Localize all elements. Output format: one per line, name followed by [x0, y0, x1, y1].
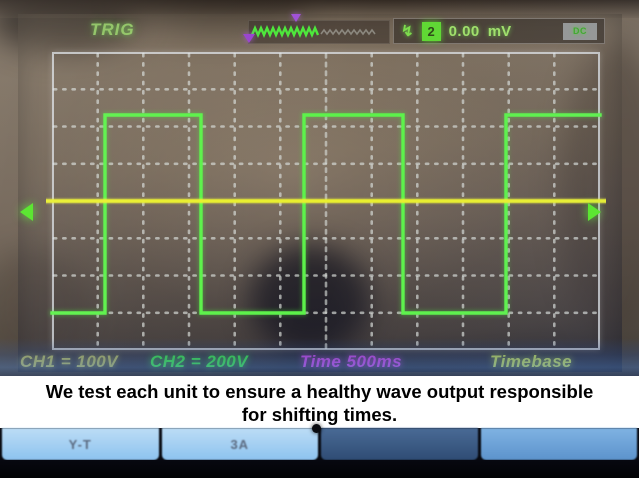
- scope-readout-bar: CH1 = 100V CH2 = 200V Time 500ms Timebas…: [0, 350, 639, 378]
- trigger-pointer-icon: [243, 34, 255, 43]
- ground-marker-right-icon[interactable]: [588, 203, 601, 221]
- trigger-level-value: 0.00: [448, 22, 480, 40]
- waveform-canvas[interactable]: [46, 52, 606, 350]
- timebase-readout: Timebase: [490, 352, 573, 371]
- trigger-status-label: TRIG: [90, 20, 135, 39]
- time-readout: Time 500ms: [300, 352, 403, 371]
- softkey-2[interactable]: 3A: [161, 428, 318, 460]
- panel-indicator-dot: [312, 424, 321, 433]
- panel-lower-strip: [0, 460, 639, 478]
- trigger-slope-icon: ↯: [401, 22, 414, 40]
- ch1-readout: CH1 = 100V: [20, 352, 119, 371]
- ch2-readout: CH2 = 200V: [150, 352, 249, 371]
- caption-line-2: for shifting times.: [241, 404, 398, 425]
- softkey-row: Y-T 3A: [0, 428, 639, 460]
- scope-status-bar: TRIG ↯ 2 0.00 mV DC: [18, 14, 622, 48]
- trigger-level-unit: mV: [487, 22, 512, 40]
- waveform-overview-strip[interactable]: [248, 20, 390, 44]
- ground-marker-left-icon[interactable]: [20, 203, 33, 221]
- trigger-position-marker-icon: [291, 14, 301, 22]
- softkey-3[interactable]: [321, 428, 478, 460]
- caption-overlay: We test each unit to ensure a healthy wa…: [0, 376, 639, 428]
- trigger-settings-panel[interactable]: ↯ 2 0.00 mV DC: [393, 18, 605, 44]
- softkey-4[interactable]: [480, 428, 637, 460]
- caption-line-1: We test each unit to ensure a healthy wa…: [45, 381, 594, 402]
- softkey-panel: Y-T 3A: [0, 428, 639, 478]
- trigger-coupling-badge[interactable]: DC: [563, 22, 597, 40]
- softkey-1[interactable]: Y-T: [2, 428, 159, 460]
- trigger-source-channel-badge[interactable]: 2: [421, 21, 441, 41]
